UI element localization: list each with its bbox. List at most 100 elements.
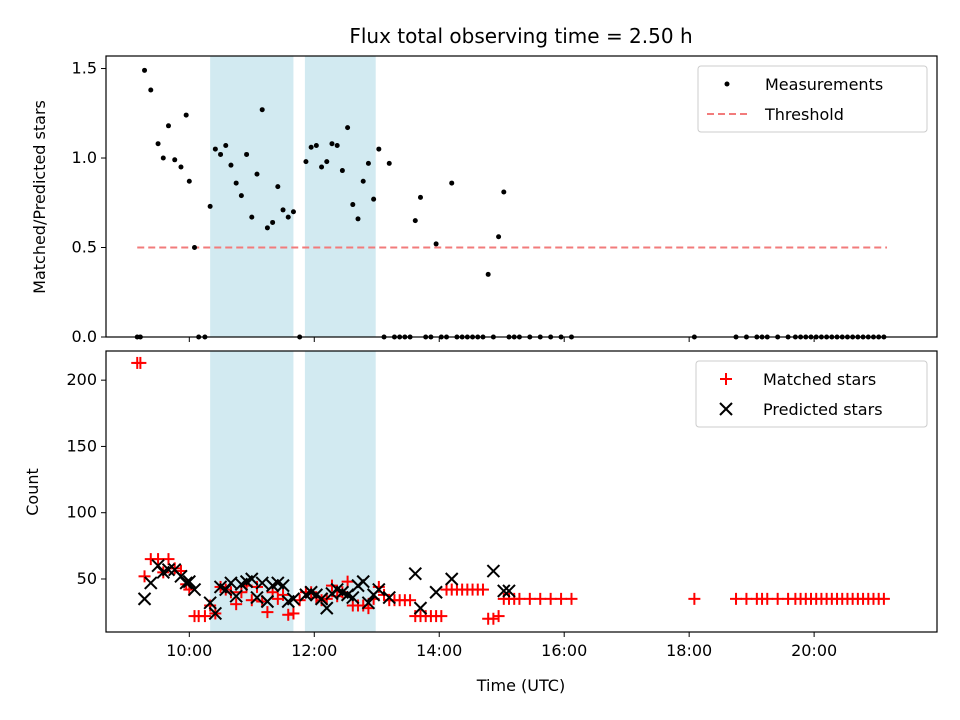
legend-predicted-label: Predicted stars (763, 400, 883, 419)
predicted-star-stroke-b (408, 566, 422, 581)
predicted-star-stroke-b (161, 562, 176, 577)
measurement-point (165, 123, 171, 129)
measurement-point (228, 162, 234, 168)
measurement-point (275, 184, 281, 190)
top-shaded-intervals (210, 56, 376, 337)
matched-star-point (435, 610, 448, 623)
predicted-star-stroke-b (372, 582, 386, 597)
measurement-point (280, 207, 286, 213)
top-x-ticks (188, 337, 815, 342)
matched-star-point (138, 570, 151, 583)
measurement-point (186, 178, 192, 184)
matched-star-point (730, 592, 743, 605)
top-y-tick-label: 1.0 (72, 148, 97, 167)
predicted-star-point (174, 569, 188, 584)
matched-star-point (357, 599, 370, 612)
matched-star-point (740, 592, 753, 605)
matched-star-point (555, 592, 568, 605)
predicted-star-stroke-b (335, 585, 350, 599)
predicted-star-point (229, 589, 243, 603)
predicted-star-stroke-b (245, 572, 259, 586)
predicted-star-point (408, 566, 422, 581)
matched-star-point (523, 592, 536, 605)
predicted-star-point (250, 590, 264, 605)
predicted-star-stroke-b (182, 574, 197, 589)
matched-star-point (877, 592, 890, 605)
predicted-star-point (372, 582, 386, 597)
measurement-point (339, 168, 345, 174)
measurement-point (172, 157, 178, 163)
predicted-star-point (502, 584, 516, 598)
x-tick-label: 10:00 (166, 641, 212, 660)
predicted-star-point (144, 576, 158, 590)
predicted-star-stroke-b (260, 594, 275, 609)
matched-star-point (513, 592, 526, 605)
predicted-star-stroke-b (304, 585, 318, 599)
predicted-star-point (320, 601, 334, 615)
predicted-star-stroke-b (502, 584, 516, 598)
legend-measurements-label: Measurements (765, 75, 883, 94)
legend-threshold-label: Threshold (764, 105, 844, 124)
measurement-point (223, 142, 229, 148)
measurement-point (313, 142, 319, 148)
matched-star-point (771, 592, 784, 605)
measurement-point (155, 141, 161, 147)
measurement-point (303, 159, 309, 165)
legend-predicted-marker (719, 402, 733, 416)
measurement-point (192, 245, 198, 251)
matched-star-point (277, 588, 290, 601)
measurement-point (207, 203, 213, 209)
bottom-legend: Matched stars Predicted stars (695, 360, 928, 428)
top-shaded-interval (210, 56, 294, 337)
measurement-point (290, 209, 296, 215)
predicted-star-stroke-b (213, 580, 228, 594)
predicted-star-point (361, 596, 376, 610)
predicted-star-stroke-b (137, 592, 152, 606)
predicted-star-point (255, 576, 269, 590)
predicted-star-stroke-b (497, 584, 511, 598)
predicted-star-stroke-b (314, 592, 329, 606)
bottom-y-ticks: 50 100 150 200 (66, 370, 106, 588)
predicted-star-point (486, 564, 501, 578)
matched-star-point (261, 606, 274, 619)
top-y-ticks: 0.0 0.5 1.0 1.5 (72, 59, 106, 346)
predicted-star-point (260, 594, 275, 609)
predicted-star-point (445, 572, 459, 586)
predicted-star-stroke-b (229, 589, 243, 603)
matched-star-point (544, 592, 557, 605)
measurement-point (329, 141, 335, 147)
measurement-point (160, 155, 166, 161)
predicted-star-point (346, 590, 360, 605)
predicted-star-stroke-b (174, 569, 188, 584)
predicted-star-stroke-b (346, 590, 360, 605)
top-legend: Measurements Threshold (697, 65, 928, 133)
top-axes-frame (105, 55, 938, 338)
predicted-star-point (497, 584, 511, 598)
measurement-point (183, 112, 189, 118)
matched-star-point (487, 612, 500, 625)
predicted-star-stroke-b (219, 582, 233, 597)
bottom-y-tick-label: 200 (66, 370, 97, 389)
matched-star-point (404, 594, 417, 607)
measurement-point (350, 202, 356, 208)
measurement-point (365, 160, 371, 166)
predicted-star-stroke-b (203, 596, 217, 610)
measurement-point (178, 164, 184, 170)
predicted-star-stroke-b (168, 562, 182, 577)
measurement-point (244, 151, 250, 157)
measurement-point (334, 142, 340, 148)
matched-star-point (287, 607, 300, 620)
measurement-point (142, 67, 148, 73)
x-tick-label: 18:00 (666, 641, 712, 660)
top-y-axis-label: Matched/Predicted stars (30, 100, 49, 294)
measurement-point (360, 178, 366, 184)
matched-star-point (245, 594, 258, 607)
predicted-star-stroke-b (151, 559, 165, 573)
x-tick-label: 14:00 (416, 641, 462, 660)
predicted-star-stroke-b (429, 585, 443, 599)
measurement-point (501, 189, 507, 195)
predicted-star-stroke-b (208, 606, 223, 621)
measurement-point (233, 180, 239, 186)
top-legend-box (697, 65, 928, 133)
